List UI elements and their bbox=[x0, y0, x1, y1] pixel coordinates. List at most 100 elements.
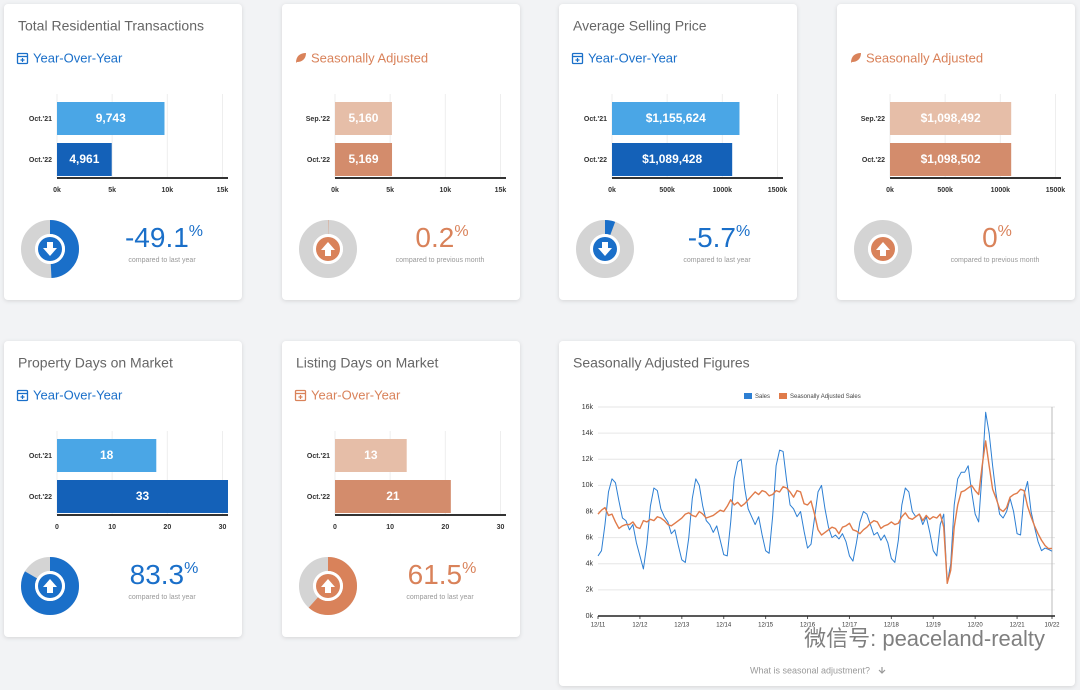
x-tick-label: 10k bbox=[161, 187, 173, 194]
arrow-icon bbox=[321, 579, 335, 593]
bar bbox=[57, 439, 157, 472]
x-tick-label: 1000k bbox=[991, 187, 1011, 194]
arrow-icon bbox=[598, 242, 612, 256]
x-tick-label: 12/17 bbox=[842, 623, 858, 629]
kpi-card: Seasonally Adjusted 0k 5k 10k 15k Sep.'22 5,16… bbox=[282, 4, 520, 300]
x-tick-label: 12/16 bbox=[800, 623, 816, 629]
change-number: 61.5 bbox=[408, 559, 463, 590]
x-tick-label: 10 bbox=[108, 524, 116, 531]
x-tick-label: 500k bbox=[659, 187, 675, 194]
bar bbox=[335, 480, 451, 513]
change-symbol: % bbox=[189, 223, 203, 240]
x-tick-label: 1000k bbox=[713, 187, 733, 194]
kpi-card: Property Days on Market Year-Over-Year 0 10… bbox=[4, 341, 242, 637]
watermark: 微信号: peaceland-realty bbox=[804, 626, 1045, 651]
value-label: 9,743 bbox=[96, 111, 126, 125]
value-label: $1,089,428 bbox=[642, 152, 702, 166]
category-label: Sep.'22 bbox=[306, 116, 330, 123]
x-tick-label: 5k bbox=[386, 187, 394, 194]
value-label: 33 bbox=[136, 489, 150, 503]
change-caption: compared to previous month bbox=[396, 257, 485, 264]
card-title: Total Residential Transactions bbox=[18, 18, 204, 34]
category-label: Oct.'21 bbox=[584, 116, 607, 123]
card-subtitle: Seasonally Adjusted bbox=[311, 50, 428, 65]
arrow-icon bbox=[876, 242, 890, 256]
bars bbox=[890, 102, 1012, 176]
y-tick-label: 2k bbox=[586, 587, 594, 594]
card-title: Average Selling Price bbox=[573, 18, 707, 34]
subtitle-icon bbox=[571, 52, 584, 65]
change-value: 0.2% bbox=[415, 222, 468, 253]
change-symbol: % bbox=[998, 223, 1012, 240]
bar bbox=[612, 143, 733, 176]
card-subtitle: Seasonally Adjusted bbox=[866, 50, 983, 65]
calendar-icon bbox=[16, 52, 29, 65]
footer-arrow bbox=[878, 667, 886, 674]
value-label: 4,961 bbox=[69, 152, 99, 166]
x-tick-label: 0 bbox=[55, 524, 59, 531]
card-title: Seasonally Adjusted Figures bbox=[573, 355, 750, 371]
x-tick-label: 12/11 bbox=[591, 623, 606, 629]
donut-fill bbox=[299, 557, 357, 615]
category-label: Oct.'21 bbox=[307, 453, 330, 460]
card-background bbox=[559, 341, 1075, 686]
x-tick-label: 12/15 bbox=[758, 623, 774, 629]
kpi-card: Total Residential Transactions Year-Over-… bbox=[4, 4, 242, 300]
change-caption: compared to last year bbox=[406, 594, 474, 601]
category-label: Oct.'21 bbox=[29, 453, 52, 460]
change-number: 0 bbox=[982, 222, 998, 253]
legend-swatch bbox=[744, 393, 752, 399]
change-value: 61.5% bbox=[408, 559, 477, 590]
x-tick-label: 0k bbox=[53, 187, 61, 194]
kpi-card: Average Selling Price Year-Over-Year 0k 500… bbox=[559, 4, 797, 300]
value-label: $1,098,502 bbox=[921, 152, 981, 166]
x-tick-label: 15k bbox=[495, 187, 507, 194]
change-caption: compared to last year bbox=[128, 594, 196, 601]
value-label: 5,169 bbox=[348, 152, 378, 166]
category-label: Oct.'22 bbox=[29, 157, 52, 164]
x-tick-label: 15k bbox=[217, 187, 229, 194]
arrow-icon bbox=[43, 242, 57, 256]
calendar-icon bbox=[298, 395, 303, 399]
x-tick-label: 30 bbox=[219, 524, 227, 531]
change-caption: compared to previous month bbox=[951, 257, 1040, 264]
card-subtitle: Year-Over-Year bbox=[33, 387, 123, 402]
line-series bbox=[597, 411, 1053, 584]
card-subtitle: Year-Over-Year bbox=[588, 50, 678, 65]
legend-label: Seasonally Adjusted Sales bbox=[790, 394, 861, 400]
x-tick-label: 12/13 bbox=[674, 623, 690, 629]
calendar-icon bbox=[575, 58, 580, 62]
change-value: -5.7% bbox=[688, 222, 750, 253]
subtitle-icon bbox=[294, 389, 307, 402]
calendar-icon bbox=[294, 389, 307, 402]
footer-link: What is seasonal adjustment? bbox=[750, 665, 870, 675]
change-symbol: % bbox=[454, 223, 468, 240]
category-label: Oct.'22 bbox=[29, 494, 52, 501]
donut-fill bbox=[576, 220, 634, 278]
x-tick-label: 500k bbox=[937, 187, 953, 194]
y-tick-label: 0k bbox=[586, 613, 594, 620]
bars bbox=[335, 102, 393, 176]
donut-fill bbox=[21, 220, 79, 278]
x-tick-label: 0k bbox=[608, 187, 616, 194]
value-label: 21 bbox=[386, 489, 400, 503]
change-symbol: % bbox=[184, 560, 198, 577]
x-tick-label: 0k bbox=[886, 187, 894, 194]
y-tick-label: 6k bbox=[586, 534, 594, 541]
card-subtitle: Year-Over-Year bbox=[33, 50, 123, 65]
value-label: $1,098,492 bbox=[921, 111, 981, 125]
change-value: -49.1% bbox=[125, 222, 203, 253]
value-label: 5,160 bbox=[348, 111, 378, 125]
line-series bbox=[597, 440, 1053, 585]
change-number: -5.7 bbox=[688, 222, 736, 253]
change-symbol: % bbox=[462, 560, 476, 577]
bar bbox=[57, 480, 228, 513]
bar bbox=[335, 143, 393, 176]
x-tick-label: 10 bbox=[386, 524, 394, 531]
legend-label: Sales bbox=[755, 394, 770, 400]
calendar-icon bbox=[16, 389, 29, 402]
card-subtitle: Year-Over-Year bbox=[311, 387, 401, 402]
x-tick-label: 20 bbox=[441, 524, 449, 531]
category-label: Oct.'22 bbox=[862, 157, 885, 164]
x-tick-label: 10/22 bbox=[1044, 623, 1060, 629]
